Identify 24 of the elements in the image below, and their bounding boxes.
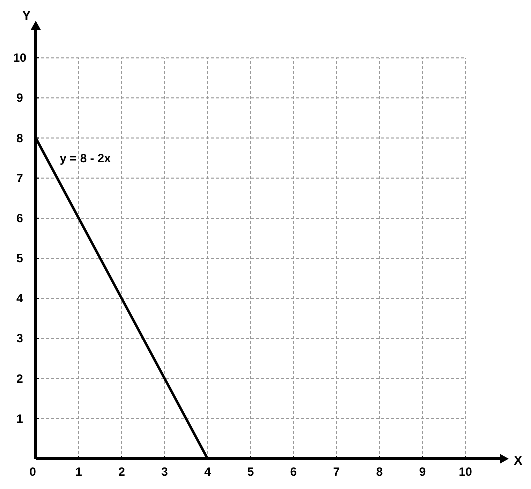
x-tick-label: 5 (247, 465, 254, 479)
x-tick-label: 3 (162, 465, 169, 479)
x-tick-label: 9 (419, 465, 426, 479)
series-label: y = 8 - 2x (60, 151, 112, 166)
y-tick-label: 3 (16, 332, 24, 346)
y-tick-label: 2 (16, 372, 24, 386)
y-tick-label: 1 (16, 412, 24, 426)
x-tick-label: 0 (30, 465, 37, 479)
y-tick-label: 8 (16, 131, 24, 146)
x-tick-label: 7 (333, 465, 340, 479)
y-axis-title: Y (22, 8, 32, 23)
x-tick-label: 10 (458, 465, 473, 479)
x-tick-label: 6 (290, 465, 298, 479)
y-tick-label: 4 (16, 292, 24, 306)
y-tick-label: 5 (16, 252, 24, 266)
x-tick-label: 1 (76, 465, 83, 479)
x-tick-label: 2 (118, 465, 126, 479)
y-tick-label: 10 (13, 51, 27, 66)
y-tick-label: 6 (16, 211, 24, 226)
x-axis-title: X (514, 453, 523, 468)
y-tick-label: 9 (16, 91, 24, 106)
x-tick-label: 8 (376, 465, 384, 479)
x-tick-label: 4 (204, 465, 212, 479)
y-tick-label: 7 (16, 171, 24, 186)
